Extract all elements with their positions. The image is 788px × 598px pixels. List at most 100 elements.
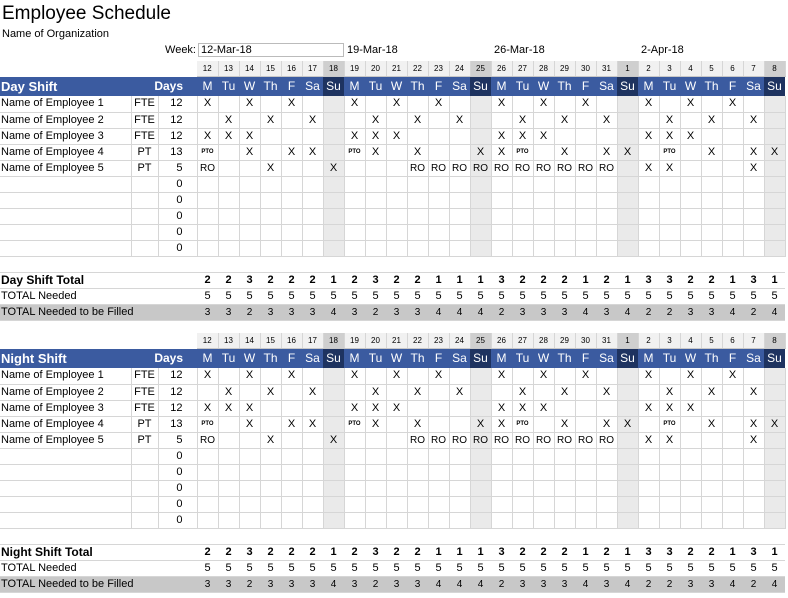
schedule-cell[interactable] [533,384,555,401]
schedule-cell[interactable] [260,512,282,529]
schedule-cell[interactable]: X [302,144,324,161]
schedule-cell[interactable]: X [491,96,513,113]
schedule-cell[interactable] [764,112,786,129]
schedule-cell[interactable] [701,464,723,481]
schedule-cell[interactable] [638,144,660,161]
schedule-cell[interactable] [743,96,765,113]
schedule-cell[interactable] [680,416,702,433]
schedule-cell[interactable] [491,496,513,513]
schedule-cell[interactable] [365,224,387,241]
schedule-cell[interactable] [743,464,765,481]
schedule-cell[interactable]: X [680,400,702,417]
schedule-cell[interactable] [281,448,303,465]
schedule-cell[interactable] [596,128,618,145]
schedule-cell[interactable] [260,144,282,161]
schedule-cell[interactable]: X [554,112,576,129]
schedule-cell[interactable] [386,224,408,241]
schedule-cell[interactable]: RO [596,432,618,449]
schedule-cell[interactable] [491,512,513,529]
schedule-cell[interactable] [638,448,660,465]
schedule-cell[interactable]: X [638,368,660,385]
schedule-cell[interactable] [575,416,597,433]
schedule-cell[interactable] [680,480,702,497]
schedule-cell[interactable] [239,448,261,465]
schedule-cell[interactable]: RO [575,160,597,177]
schedule-cell[interactable] [680,176,702,193]
schedule-cell[interactable]: PTO [512,144,534,161]
schedule-cell[interactable]: X [239,368,261,385]
schedule-cell[interactable] [470,224,492,241]
schedule-cell[interactable]: X [743,432,765,449]
employee-type[interactable]: PT [131,432,159,449]
schedule-cell[interactable] [533,144,555,161]
schedule-cell[interactable] [470,128,492,145]
schedule-cell[interactable]: RO [533,432,555,449]
schedule-cell[interactable] [365,464,387,481]
employee-name[interactable] [0,448,132,465]
schedule-cell[interactable]: RO [197,160,219,177]
schedule-cell[interactable] [491,384,513,401]
schedule-cell[interactable] [407,400,429,417]
schedule-cell[interactable]: X [701,112,723,129]
employee-type[interactable] [131,176,159,193]
schedule-cell[interactable] [260,496,282,513]
schedule-cell[interactable] [596,224,618,241]
schedule-cell[interactable] [428,240,450,257]
schedule-cell[interactable] [575,128,597,145]
schedule-cell[interactable] [386,208,408,225]
schedule-cell[interactable] [449,448,471,465]
schedule-cell[interactable] [701,368,723,385]
schedule-cell[interactable] [449,224,471,241]
employee-name[interactable]: Name of Employee 1 [0,96,132,113]
schedule-cell[interactable] [617,128,639,145]
employee-name[interactable]: Name of Employee 5 [0,432,132,449]
schedule-cell[interactable]: RO [596,160,618,177]
schedule-cell[interactable] [701,512,723,529]
schedule-cell[interactable]: X [281,368,303,385]
schedule-cell[interactable] [512,96,534,113]
schedule-cell[interactable] [365,160,387,177]
schedule-cell[interactable] [302,192,324,209]
employee-type[interactable] [131,448,159,465]
schedule-cell[interactable] [764,400,786,417]
schedule-cell[interactable] [554,448,576,465]
schedule-cell[interactable] [491,112,513,129]
schedule-cell[interactable] [722,416,744,433]
schedule-cell[interactable] [491,208,513,225]
schedule-cell[interactable] [722,432,744,449]
schedule-cell[interactable] [554,96,576,113]
schedule-cell[interactable] [323,480,345,497]
schedule-cell[interactable] [197,208,219,225]
schedule-cell[interactable] [743,240,765,257]
schedule-cell[interactable]: X [659,400,681,417]
employee-type[interactable] [131,512,159,529]
schedule-cell[interactable] [239,432,261,449]
schedule-cell[interactable] [197,176,219,193]
schedule-cell[interactable]: X [533,128,555,145]
schedule-cell[interactable] [365,432,387,449]
schedule-cell[interactable] [617,192,639,209]
schedule-cell[interactable] [701,224,723,241]
schedule-cell[interactable] [617,160,639,177]
schedule-cell[interactable] [680,512,702,529]
employee-type[interactable]: FTE [131,96,159,113]
schedule-cell[interactable]: RO [197,432,219,449]
schedule-cell[interactable] [260,176,282,193]
schedule-cell[interactable] [281,512,303,529]
schedule-cell[interactable] [239,208,261,225]
schedule-cell[interactable] [680,496,702,513]
schedule-cell[interactable] [722,384,744,401]
schedule-cell[interactable] [281,176,303,193]
schedule-cell[interactable] [617,464,639,481]
schedule-cell[interactable] [617,512,639,529]
schedule-cell[interactable] [764,464,786,481]
schedule-cell[interactable] [764,208,786,225]
schedule-cell[interactable] [680,112,702,129]
schedule-cell[interactable] [638,176,660,193]
schedule-cell[interactable] [344,496,366,513]
schedule-cell[interactable] [239,384,261,401]
schedule-cell[interactable] [260,464,282,481]
schedule-cell[interactable] [323,416,345,433]
schedule-cell[interactable] [323,368,345,385]
schedule-cell[interactable] [764,96,786,113]
